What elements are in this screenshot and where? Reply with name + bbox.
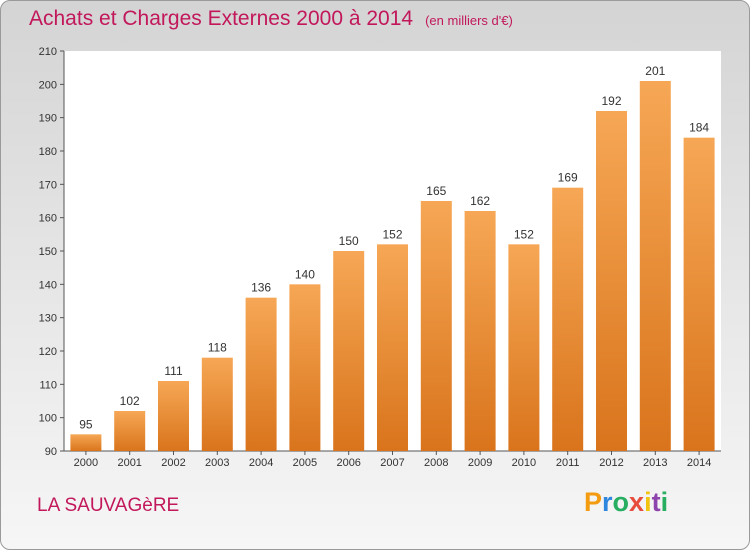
data-label: 95 [79, 417, 93, 431]
data-label: 111 [164, 364, 183, 378]
data-label: 165 [426, 184, 446, 198]
data-label: 152 [514, 227, 534, 241]
x-tick-label: 2001 [117, 457, 141, 469]
data-label: 184 [689, 121, 709, 135]
bar-2003 [201, 357, 233, 451]
data-label: 140 [295, 267, 315, 281]
data-label: 192 [601, 94, 621, 108]
x-tick-label: 2013 [643, 457, 667, 469]
bar-2007 [377, 244, 408, 451]
chart-title-text: Achats et Charges Externes 2000 à 2014 [29, 7, 414, 30]
x-tick-label: 2012 [599, 457, 623, 469]
bar-2006 [333, 251, 365, 451]
y-tick-label: 130 [39, 313, 57, 325]
x-tick-label: 2002 [161, 457, 185, 469]
logo-letter: o [612, 487, 630, 517]
y-tick-label: 100 [39, 413, 57, 425]
y-tick-label: 140 [39, 279, 57, 291]
y-tick-label: 210 [39, 46, 57, 58]
x-tick-label: 2008 [424, 457, 448, 469]
y-tick-label: 200 [39, 79, 57, 91]
data-label: 169 [558, 171, 578, 185]
data-label: 136 [251, 281, 271, 295]
data-label: 118 [208, 341, 227, 355]
y-tick-label: 180 [39, 146, 57, 158]
logo-letter: x [629, 487, 645, 517]
y-tick-label: 190 [39, 113, 57, 125]
x-tick-label: 2005 [293, 457, 317, 469]
data-label: 162 [470, 194, 490, 208]
y-tick-label: 110 [39, 379, 57, 391]
chart-title: Achats et Charges Externes 2000 à 2014 (e… [29, 7, 513, 31]
y-tick-label: 170 [39, 179, 57, 191]
bar-2012 [596, 111, 627, 451]
bar-2001 [114, 411, 146, 451]
bar-2010 [508, 244, 540, 451]
data-label: 102 [120, 394, 140, 408]
x-tick-label: 2010 [512, 457, 536, 469]
bar-2002 [158, 381, 189, 451]
logo-letter: P [584, 487, 603, 517]
proxiti-logo: Proxiti [584, 487, 668, 518]
bar-2013 [639, 81, 671, 451]
commune-name: LA SAUVAGèRE [37, 495, 180, 516]
y-tick-label: 150 [39, 246, 57, 258]
bar-2008 [420, 201, 452, 451]
y-tick-label: 90 [45, 446, 57, 458]
x-tick-label: 2006 [336, 457, 360, 469]
bar-2000 [70, 434, 102, 451]
x-tick-label: 2003 [205, 457, 229, 469]
x-tick-label: 2009 [468, 457, 492, 469]
bar-2009 [464, 211, 496, 451]
x-tick-label: 2007 [380, 457, 404, 469]
data-label: 150 [339, 234, 359, 248]
bar-2014 [683, 137, 715, 451]
bar-2004 [245, 297, 277, 451]
x-tick-label: 2014 [687, 457, 711, 469]
x-tick-label: 2004 [249, 457, 273, 469]
logo-letter: i [644, 487, 652, 517]
y-tick-label: 120 [39, 346, 57, 358]
x-tick-label: 2000 [74, 457, 98, 469]
bar-2005 [289, 284, 321, 451]
logo-letter: r [602, 487, 613, 517]
data-label: 152 [382, 227, 402, 241]
bar-2011 [552, 187, 584, 451]
data-label: 201 [645, 64, 665, 78]
y-tick-label: 160 [39, 213, 57, 225]
logo-letter: t [651, 487, 661, 517]
x-tick-label: 2011 [556, 457, 580, 469]
logo-letter: i [660, 487, 669, 517]
chart-unit-text: (en milliers d'€) [425, 13, 513, 28]
